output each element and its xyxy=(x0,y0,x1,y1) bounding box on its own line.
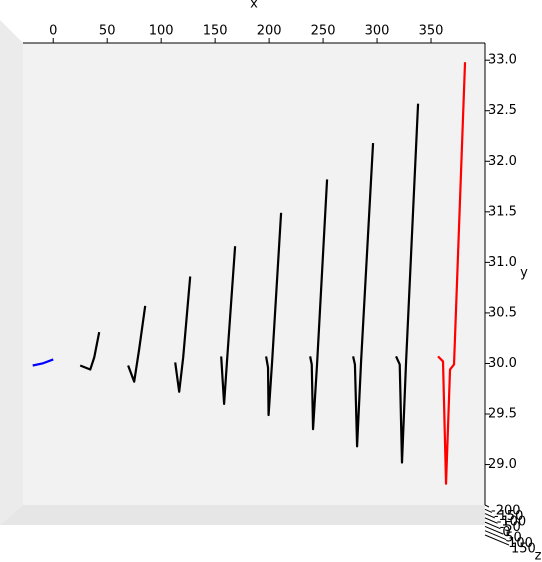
z-tick-label: -200 xyxy=(491,504,521,519)
y-tick-label: 31.0 xyxy=(488,255,517,270)
z-tick xyxy=(484,534,510,546)
y-tick-label: 29.5 xyxy=(488,407,517,422)
z-tick-label: 150 xyxy=(511,542,536,557)
y-tick-label: 30.0 xyxy=(488,356,517,371)
data-line xyxy=(437,62,467,485)
x-tick-label: 50 xyxy=(99,24,116,39)
x-tick-label: 100 xyxy=(149,24,174,39)
z-tick xyxy=(484,513,495,519)
y-tick-label: 30.5 xyxy=(488,305,517,320)
bottom-pane xyxy=(0,505,485,525)
x-tick-label: 0 xyxy=(49,24,57,39)
z-tick xyxy=(484,517,498,524)
x-axis-label: x xyxy=(250,0,258,12)
left-pane xyxy=(0,20,23,525)
z-tick-label: -100 xyxy=(497,514,527,529)
x-tick-label: 300 xyxy=(365,24,390,39)
z-tick xyxy=(484,508,493,513)
data-line xyxy=(395,103,420,464)
z-axis-label: z xyxy=(535,549,542,562)
z-tick xyxy=(484,504,490,508)
y-tick-label: 32.0 xyxy=(488,154,517,169)
y-tick-label: 31.5 xyxy=(488,204,517,219)
data-line xyxy=(265,212,283,417)
data-line xyxy=(352,143,375,448)
x-tick-label: 350 xyxy=(419,24,444,39)
y-tick-label: 33.0 xyxy=(488,53,517,68)
y-axis-label: y xyxy=(520,266,528,281)
data-line xyxy=(79,331,101,371)
x-tick-label: 200 xyxy=(257,24,282,39)
y-tick-label: 32.5 xyxy=(488,103,517,118)
z-tick-label: -150 xyxy=(494,509,524,524)
z-tick xyxy=(484,525,504,535)
z-tick-label: 50 xyxy=(505,531,522,546)
x-tick-label: 150 xyxy=(203,24,228,39)
z-tick-label: 0 xyxy=(502,525,510,540)
x-tick-label: 250 xyxy=(311,24,336,39)
data-line xyxy=(220,246,237,406)
data-line xyxy=(32,358,54,367)
y-tick-label: 29.0 xyxy=(488,457,517,472)
z-tick-label: -50 xyxy=(500,520,521,535)
data-line xyxy=(127,305,147,383)
z-tick xyxy=(484,521,501,530)
z-tick-label: 100 xyxy=(508,536,533,551)
data-line xyxy=(174,276,192,393)
z-tick xyxy=(484,530,507,541)
back-pane xyxy=(23,43,485,505)
data-line xyxy=(309,179,329,431)
